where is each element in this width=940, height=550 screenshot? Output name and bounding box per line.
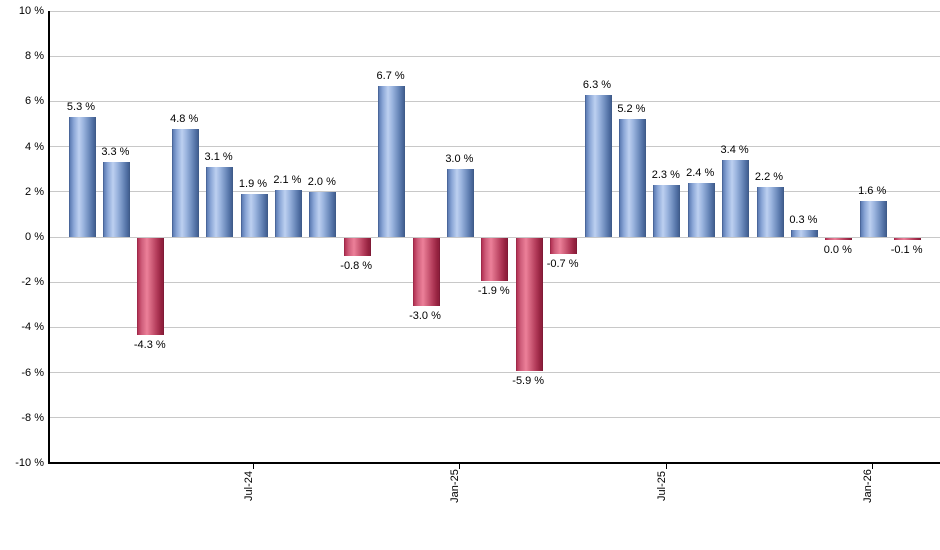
gridline — [50, 372, 940, 374]
y-axis-label: -8 % — [21, 411, 44, 424]
bar-value-label: 3.4 % — [720, 144, 749, 157]
bar-value-label: 0.3 % — [789, 214, 818, 227]
bar-value-label: 2.2 % — [754, 171, 784, 184]
x-axis-line — [48, 462, 940, 464]
return-bar-positive — [790, 230, 818, 237]
bar-value-label: 4.8 % — [170, 112, 199, 125]
return-bar-positive — [378, 85, 406, 237]
y-axis-label: -6 % — [21, 366, 44, 379]
bar-value-label: -0.7 % — [546, 257, 579, 270]
y-axis-label: 10 % — [18, 5, 44, 17]
return-bar-negative — [137, 238, 165, 336]
bar-value-label: -4.3 % — [133, 339, 166, 352]
return-bar-positive — [722, 160, 750, 237]
x-axis-tick — [872, 464, 874, 469]
bar-value-label: 3.0 % — [445, 153, 474, 166]
bar-value-label: -0.8 % — [340, 260, 373, 273]
return-bar-negative — [343, 238, 371, 257]
return-bar-negative — [894, 238, 922, 241]
return-bar-negative — [550, 238, 578, 254]
x-axis-label: Jan-26 — [862, 469, 875, 503]
x-axis-label: Jul-24 — [243, 471, 255, 501]
return-bar-positive — [68, 117, 96, 237]
bar-value-label: 5.3 % — [66, 101, 96, 114]
return-bar-positive — [102, 162, 130, 237]
bar-value-label: -3.0 % — [409, 309, 441, 322]
y-axis-label: -4 % — [21, 321, 44, 334]
return-bar-negative — [412, 238, 440, 306]
return-bar-negative — [515, 238, 543, 372]
y-axis-label: -2 % — [21, 276, 44, 289]
bar-value-label: 3.1 % — [204, 150, 233, 163]
bar-value-label: 2.1 % — [273, 173, 302, 186]
bar-value-label: 6.7 % — [376, 69, 405, 82]
x-axis-label: Jan-25 — [449, 469, 462, 503]
return-bar-positive — [446, 169, 474, 237]
return-bar-positive — [687, 182, 715, 237]
gridline — [50, 236, 940, 238]
return-bar-positive — [756, 187, 784, 237]
gridline — [50, 326, 940, 328]
x-axis-tick — [459, 464, 461, 469]
x-axis-tick — [253, 464, 254, 469]
bar-value-label: 3.3 % — [101, 146, 130, 159]
gridline — [50, 55, 940, 57]
y-axis-label: -10 % — [15, 457, 44, 469]
return-bar-positive — [206, 166, 234, 237]
gridline — [50, 281, 940, 283]
return-bar-positive — [859, 200, 887, 237]
y-axis-label: 2 % — [25, 185, 44, 198]
return-bar-positive — [653, 185, 681, 237]
gridline — [50, 10, 940, 12]
bar-value-label: 2.0 % — [307, 175, 336, 188]
bar-value-label: 0.0 % — [823, 244, 852, 256]
return-bar-negative — [825, 238, 853, 240]
bar-value-label: -1.9 % — [477, 284, 510, 297]
gridline — [50, 417, 940, 419]
gridline — [50, 146, 940, 148]
return-bar-positive — [309, 191, 337, 237]
x-axis-label: Jul-25 — [655, 471, 668, 501]
return-bar-positive — [618, 119, 646, 237]
gridline — [50, 191, 940, 193]
bar-value-label: -5.9 % — [512, 375, 545, 388]
bar-value-label: 1.9 % — [238, 178, 268, 191]
return-bar-negative — [481, 238, 509, 281]
y-axis-label: 0 % — [25, 231, 44, 243]
bar-value-label: 2.3 % — [651, 169, 680, 182]
return-bar-positive — [171, 128, 199, 237]
return-bar-positive — [274, 189, 302, 237]
bar-value-label: 2.4 % — [686, 166, 715, 179]
bar-value-label: 6.3 % — [582, 78, 612, 91]
bar-value-label: 5.2 % — [617, 103, 646, 116]
y-axis-label: 4 % — [25, 140, 44, 153]
x-axis-tick — [665, 464, 667, 469]
bar-value-label: 1.6 % — [858, 184, 887, 197]
return-bar-positive — [240, 194, 268, 237]
y-axis-label: 6 % — [25, 95, 44, 108]
bar-value-label: -0.1 % — [890, 244, 923, 257]
return-bar-positive — [584, 94, 612, 237]
y-axis-line — [48, 11, 50, 464]
gridline — [50, 100, 940, 102]
y-axis-label: 8 % — [25, 50, 44, 63]
